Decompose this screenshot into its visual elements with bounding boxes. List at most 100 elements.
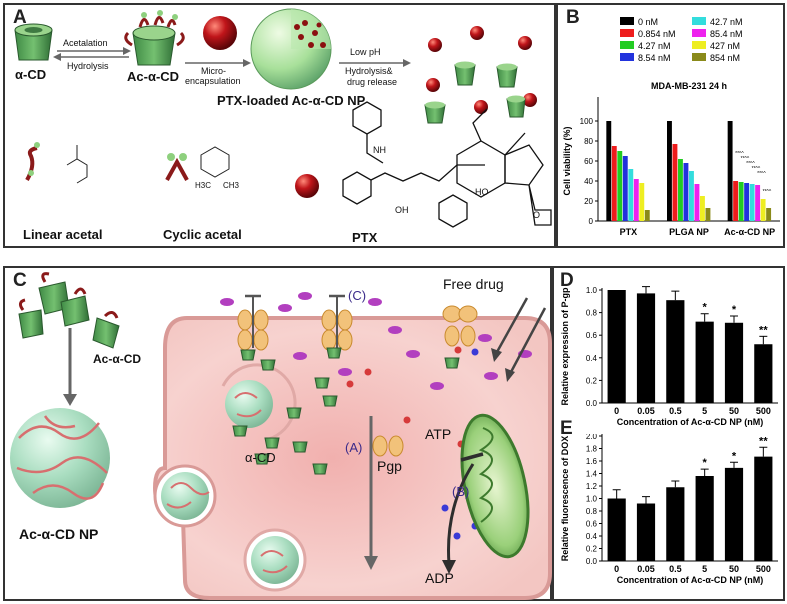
significance-label: **^^: [757, 171, 766, 177]
bar: [754, 344, 773, 403]
significance-label: *: [732, 450, 737, 462]
panel-d-label: D: [560, 270, 574, 291]
mitochondrion-icon: [460, 413, 530, 559]
y-tick-label: 1.6: [586, 457, 598, 466]
bar: [639, 183, 645, 221]
c-ac-alpha-cd-np-label: Ac-α-CD NP: [19, 526, 99, 542]
bar: [727, 121, 733, 221]
panel-e: E 0.0 0.2 0.4 0.6 0.8 1.0 1.2 1.4 1.6 1.8 2.0 Relat…: [552, 418, 785, 601]
y-axis-label: Relative expression of P-gp: [560, 287, 570, 406]
legend-swatch: [692, 17, 706, 25]
bar: [678, 159, 683, 221]
y-tick-label: 0.4: [586, 354, 598, 363]
significance-label: **^^: [752, 166, 761, 172]
bar: [744, 183, 750, 221]
x-tick-label: 50: [729, 564, 739, 574]
y-axis-label: Cell viability (%): [562, 126, 572, 195]
y-tick-label: 0.2: [586, 545, 598, 554]
panel-c-label: C: [13, 270, 27, 291]
struct-ch3: CH3: [223, 181, 240, 190]
legend-label: 427 nM: [710, 41, 740, 51]
ac-alpha-cd-icon: [124, 10, 185, 66]
c-ac-alpha-cd-label: Ac-α-CD: [93, 352, 142, 366]
cyclic-acetal-icon: [165, 146, 230, 181]
bar: [607, 498, 626, 561]
alpha-cd-label-c: α-CD: [245, 450, 276, 465]
y-tick-label: 0.0: [586, 399, 598, 408]
x-tick-label: 5: [702, 564, 707, 574]
bar: [755, 185, 761, 221]
y-tick-label: 40: [584, 177, 593, 186]
bar: [694, 184, 700, 221]
bar: [683, 163, 689, 221]
struct-h3c: H3C: [195, 181, 212, 190]
y-tick-label: 1.0: [586, 495, 598, 504]
bar: [666, 487, 685, 561]
significance-label: **^^: [735, 151, 744, 157]
bar: [636, 293, 656, 403]
legend-label: 0.854 nM: [638, 29, 676, 39]
y-tick-label: 2.0: [586, 434, 598, 441]
bar: [633, 179, 639, 221]
y-tick-label: 1.4: [586, 470, 598, 479]
x-tick-label: PTX: [620, 227, 638, 237]
x-tick-label: Ac-α-CD NP: [724, 227, 775, 237]
endosome-icon: [221, 363, 297, 442]
ac-alpha-cd-np-icon: [10, 408, 110, 508]
bar: [724, 467, 744, 561]
bar: [733, 181, 739, 221]
bar: [760, 199, 766, 221]
bar: [636, 503, 656, 561]
x-tick-label: 50: [729, 406, 739, 416]
x-tick-label: 0: [614, 406, 619, 416]
legend-label: 42.7 nM: [710, 17, 743, 27]
bar: [628, 169, 634, 221]
internalized-np-icon: [251, 536, 299, 584]
y-tick-label: 0.6: [586, 520, 598, 529]
legend-label: 0 nM: [638, 17, 658, 27]
x-tick-label: 500: [756, 406, 771, 416]
x-tick-label: 0.5: [669, 406, 682, 416]
ptx-loaded-np-icon: [250, 8, 332, 90]
y-tick-label: 0.8: [586, 507, 598, 516]
x-tick-label: 0.05: [637, 406, 655, 416]
pathway-c-label: (C): [348, 288, 367, 303]
ac-alpha-cd-label: Ac-α-CD: [127, 69, 180, 84]
bar: [738, 182, 744, 221]
legend-swatch: [692, 53, 706, 61]
pgp-label: Pgp: [377, 458, 402, 474]
low-ph-label: Low pH: [350, 47, 381, 57]
bar: [622, 156, 628, 221]
y-tick-label: 1.8: [586, 445, 598, 454]
alpha-cd-free-icon: [232, 347, 460, 475]
significance-label: **^^: [746, 161, 755, 167]
bar: [607, 290, 626, 403]
panel-c: C Ac-α-CD Ac-α-CD NP (C) Free drug α-CD …: [3, 266, 552, 601]
bar: [644, 210, 650, 221]
ptx-np-label: PTX-loaded Ac-α-CD NP: [217, 93, 366, 108]
np-surface-pattern: [16, 415, 108, 500]
pathway-b-label: (B): [452, 484, 470, 499]
cyclic-acetal-label: Cyclic acetal: [163, 227, 242, 242]
x-tick-label: PLGA NP: [669, 227, 709, 237]
y-tick-label: 1.0: [586, 286, 598, 295]
legend-label: 8.54 nM: [638, 53, 671, 63]
ptx-label: PTX: [352, 230, 378, 245]
legend-swatch: [692, 29, 706, 37]
struct-oh-1: OH: [395, 205, 409, 215]
chart-e: 0.0 0.2 0.4 0.6 0.8 1.0 1.2 1.4 1.6 1.8 2.0 Relativ…: [560, 434, 778, 585]
encapsulation-label: encapsulation: [185, 76, 241, 86]
legend-swatch: [620, 53, 634, 61]
panel-b-label: B: [566, 7, 580, 28]
chart-b: 0 nM 0.854 nM 4.27 nM 8.54 nM 42.7 nM 85.4 nM…: [562, 17, 780, 237]
legend-swatch: [692, 41, 706, 49]
ptx-ball-icon: [295, 174, 319, 198]
linear-acetal-icon: [25, 142, 88, 184]
ac-alpha-cd-cluster-icon: [18, 272, 120, 349]
struct-ho: HO: [475, 187, 489, 197]
atp-label: ATP: [425, 426, 452, 442]
panel-c-illustration: [10, 272, 552, 600]
bar: [724, 322, 744, 403]
bar: [695, 476, 714, 561]
bar: [766, 208, 772, 221]
